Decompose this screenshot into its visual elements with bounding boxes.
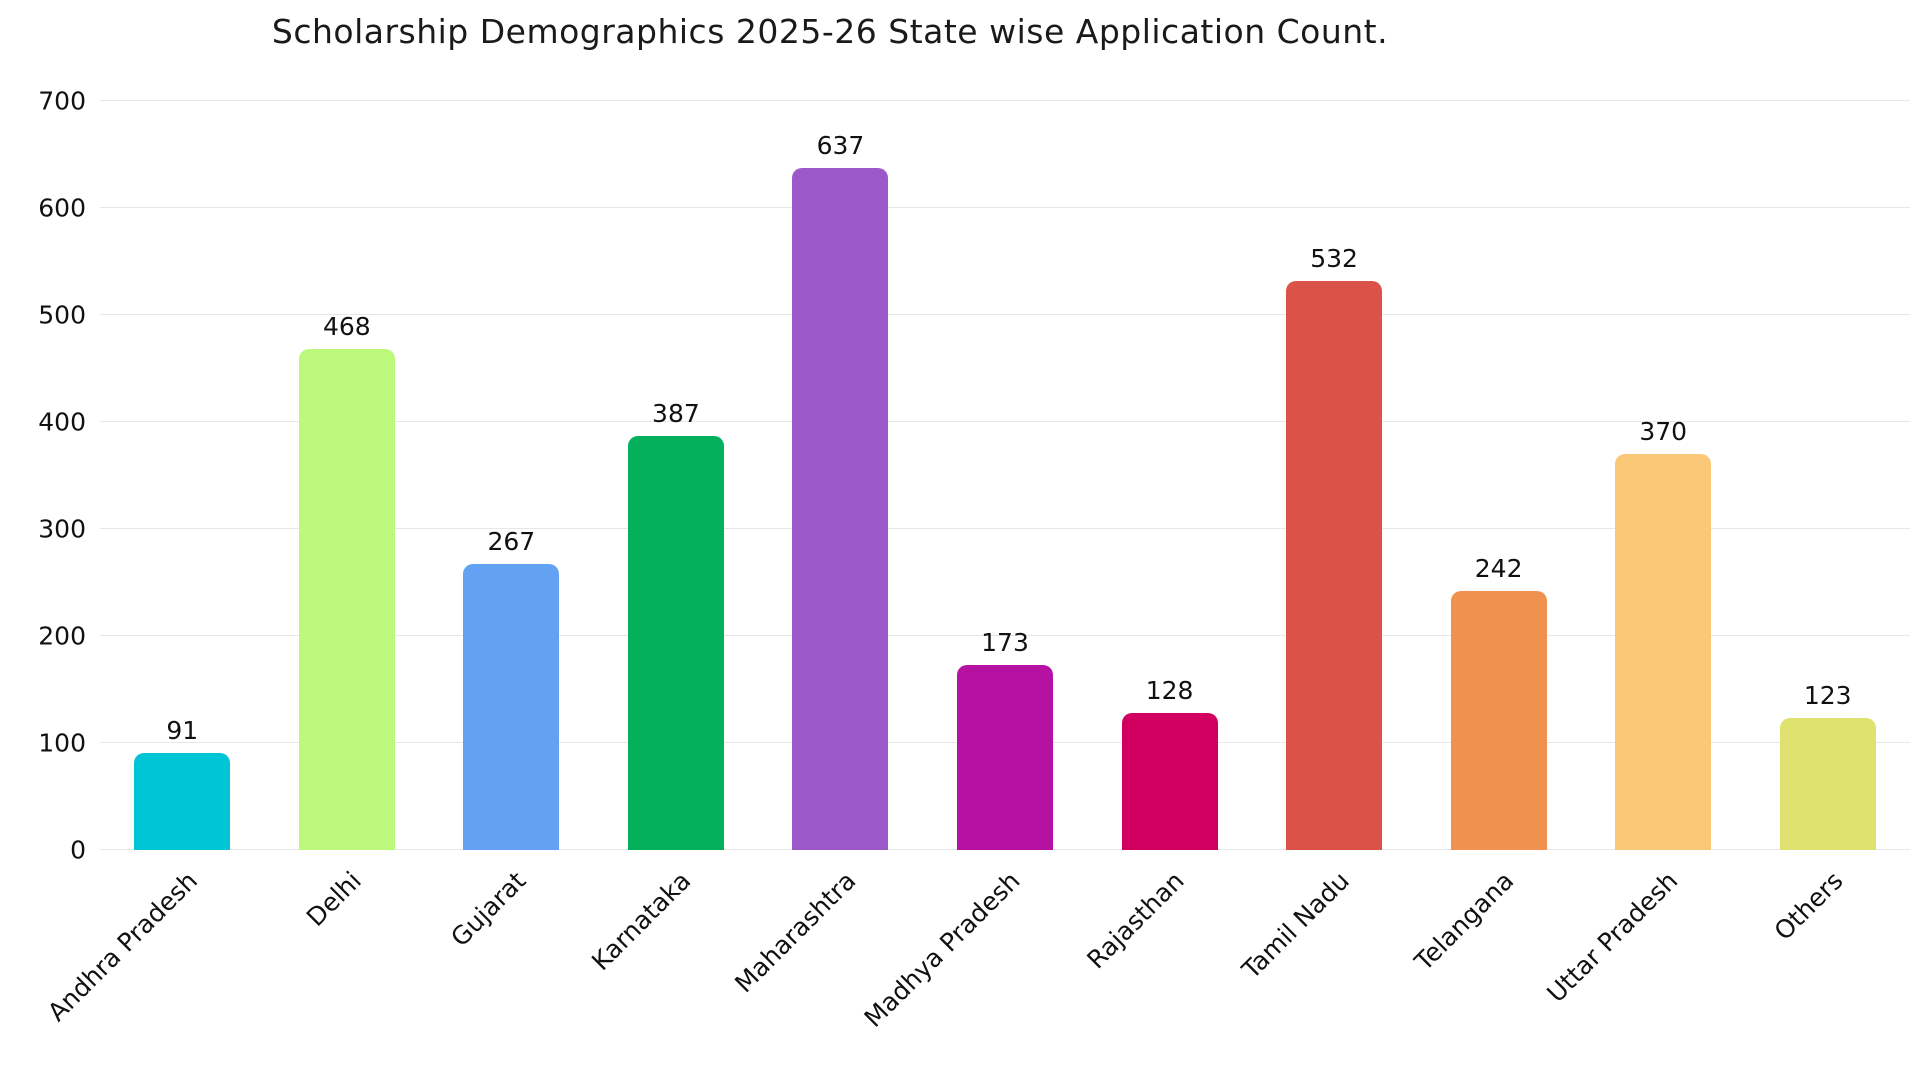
x-tick-label-telangana: Telangana — [1408, 866, 1520, 977]
chart-title: Scholarship Demographics 2025-26 State w… — [271, 12, 1389, 51]
bar-rajasthan — [1121, 713, 1218, 850]
x-slot-gujarat: Gujarat — [429, 850, 594, 1080]
gridline-y-400 — [100, 421, 1910, 422]
y-tick-label-100: 100 — [38, 728, 86, 758]
bar-gujarat — [463, 564, 560, 850]
y-tick-label-700: 700 — [38, 86, 86, 116]
gridline-y-200 — [100, 635, 1910, 636]
bar-uttar-pradesh — [1615, 454, 1712, 850]
bar-slot-delhi: 468 — [265, 101, 430, 850]
plot-area: 91 468 267 387 637 173 128 532 242 370 123 — [100, 100, 1910, 850]
bar-slot-others: 123 — [1745, 101, 1910, 850]
bar-slot-maharashtra: 637 — [758, 101, 923, 850]
x-slot-maharashtra: Maharashtra — [729, 850, 923, 1080]
gridline-y-700 — [100, 100, 1910, 101]
bar-slot-madhya-pradesh: 173 — [923, 101, 1088, 850]
bar-madhya-pradesh — [957, 664, 1053, 850]
bar-value-label-others: 123 — [1803, 681, 1852, 711]
y-tick-label-600: 600 — [38, 193, 86, 223]
x-slot-rajasthan: Rajasthan — [1082, 850, 1252, 1080]
bar-slot-gujarat: 267 — [429, 101, 594, 850]
gridline-y-500 — [100, 314, 1910, 315]
bar-karnataka — [627, 435, 724, 850]
y-tick-label-400: 400 — [38, 407, 86, 437]
bar-tamil-nadu — [1286, 280, 1383, 850]
bar-slot-telangana: 242 — [1416, 101, 1581, 850]
x-tick-label-others: Others — [1768, 866, 1849, 946]
bar-andhra-pradesh — [134, 752, 231, 850]
y-axis: 0 100 200 300 400 500 600 700 — [0, 87, 86, 865]
bar-value-label-telangana: 242 — [1474, 554, 1523, 584]
bar-value-label-rajasthan: 128 — [1145, 676, 1194, 706]
x-axis: Andhra Pradesh Delhi Gujarat Karnataka Mahar… — [42, 850, 1910, 1080]
bar-slot-karnataka: 387 — [594, 101, 759, 850]
bar-maharashtra — [792, 168, 889, 850]
x-tick-label-delhi: Delhi — [301, 866, 368, 933]
bar-others — [1779, 718, 1876, 850]
x-tick-label-tamil-nadu: Tamil Nadu — [1236, 866, 1355, 985]
x-tick-label-gujarat: Gujarat — [445, 866, 532, 953]
x-slot-others: Others — [1745, 850, 1910, 1080]
x-tick-label-andhra-pradesh: Andhra Pradesh — [41, 866, 203, 1027]
x-slot-tamil-nadu: Tamil Nadu — [1236, 850, 1417, 1080]
bar-value-label-tamil-nadu: 532 — [1310, 243, 1358, 273]
y-tick-label-300: 300 — [38, 514, 86, 544]
bar-value-label-delhi: 468 — [322, 312, 371, 342]
bar-slot-andhra-pradesh: 91 — [100, 101, 265, 850]
gridline-y-600 — [100, 207, 1910, 208]
bar-value-label-karnataka: 387 — [652, 398, 700, 428]
bar-value-label-andhra-pradesh: 91 — [166, 715, 199, 745]
x-tick-label-rajasthan: Rajasthan — [1081, 866, 1191, 975]
x-slot-madhya-pradesh: Madhya Pradesh — [859, 850, 1088, 1080]
gridline-y-300 — [100, 528, 1910, 529]
bar-value-label-madhya-pradesh: 173 — [981, 627, 1029, 657]
bar-telangana — [1450, 591, 1547, 850]
bar-slot-rajasthan: 128 — [1087, 101, 1252, 850]
bars-area: 91 468 267 387 637 173 128 532 242 370 123 — [100, 101, 1910, 850]
y-tick-label-500: 500 — [38, 300, 86, 330]
bar-slot-tamil-nadu: 532 — [1252, 101, 1417, 850]
bar-value-label-maharashtra: 637 — [816, 131, 865, 161]
bar-value-label-uttar-pradesh: 370 — [1639, 417, 1688, 447]
x-slot-delhi: Delhi — [265, 850, 430, 1080]
bar-delhi — [298, 349, 395, 850]
x-slot-andhra-pradesh: Andhra Pradesh — [42, 850, 265, 1080]
bar-value-label-gujarat: 267 — [487, 527, 536, 557]
x-slot-telangana: Telangana — [1409, 850, 1581, 1080]
x-tick-label-karnataka: Karnataka — [586, 866, 697, 977]
bar-slot-uttar-pradesh: 370 — [1581, 101, 1746, 850]
x-slot-karnataka: Karnataka — [586, 850, 759, 1080]
y-tick-label-200: 200 — [38, 621, 86, 651]
x-slot-uttar-pradesh: Uttar Pradesh — [1542, 850, 1746, 1080]
y-tick-label-0: 0 — [70, 835, 86, 865]
